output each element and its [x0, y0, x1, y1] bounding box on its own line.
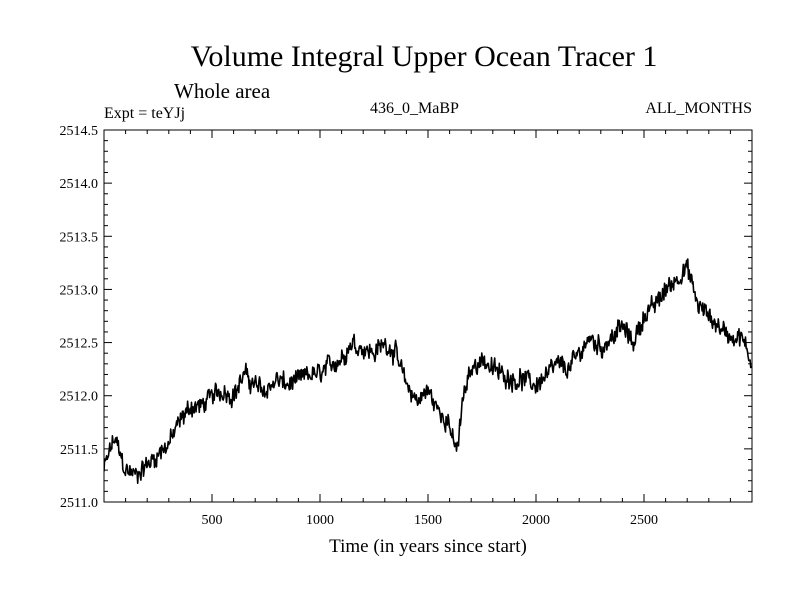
- period-label: 436_0_MaBP: [370, 100, 459, 117]
- x-axis: 500 1000 1500 2000 2500: [125, 130, 731, 528]
- y-axis: 2511.0 2511.5 2512.0 2512.5 2513.0 2513.5 2514…: [60, 124, 752, 511]
- y-tick-label: 2512.0: [60, 390, 99, 405]
- months-label: ALL_MONTHS: [645, 100, 752, 117]
- x-tick-label: 2500: [630, 513, 658, 528]
- x-tick-label: 500: [202, 513, 223, 528]
- y-tick-label: 2512.5: [60, 337, 99, 352]
- y-tick-label: 2513.0: [60, 283, 99, 298]
- y-tick-label: 2514.5: [60, 124, 99, 139]
- plot-area: [104, 258, 752, 485]
- y-tick-label: 2513.5: [60, 230, 99, 245]
- x-tick-label: 1000: [306, 513, 334, 528]
- plot-frame: [103, 129, 753, 503]
- y-tick-label: 2511.0: [60, 496, 98, 511]
- x-axis-label: Time (in years since start): [329, 536, 527, 557]
- x-tick-label: 1500: [414, 513, 442, 528]
- y-tick-label: 2514.0: [60, 177, 99, 192]
- chart-subtitle: Whole area: [174, 79, 271, 103]
- chart-title: Volume Integral Upper Ocean Tracer 1: [191, 40, 658, 73]
- data-series-line: [104, 258, 752, 485]
- x-tick-label: 2000: [522, 513, 550, 528]
- y-tick-label: 2511.5: [60, 443, 98, 458]
- experiment-label: Expt = teYJj: [104, 105, 185, 122]
